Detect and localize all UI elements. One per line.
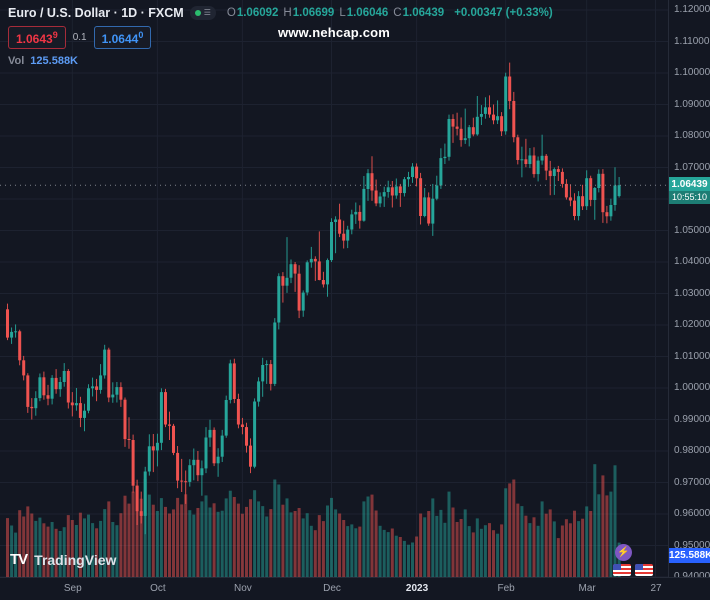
us-flag-icon[interactable] [635,564,653,576]
high-label: H [283,7,292,19]
market-open-dot-icon [194,10,201,16]
close-label: C [393,7,402,19]
symbol-row: Euro / U.S. Dollar · 1D · FXCM ☰ O 1.0609… [8,6,553,20]
volume-axis-badge: 125.588K [669,548,710,563]
tradingview-wordmark: TradingView [34,551,117,568]
high-value: 1.06699 [292,7,335,19]
open-value: 1.06092 [236,7,279,19]
volume-indicator-value: 125.588K [30,55,79,67]
lightning-icon[interactable]: ⚡ [615,544,632,561]
time-axis-label: 27 [650,583,662,594]
volume-bars [6,464,621,577]
symbol-title[interactable]: Euro / U.S. Dollar · 1D · FXCM [8,6,184,20]
close-value: 1.06439 [402,7,445,19]
sell-button[interactable]: 1.06439 [8,26,66,49]
price-axis-label: 1.03000 [674,287,710,299]
time-axis-label: Feb [497,583,515,594]
price-axis-label: 0.96000 [674,508,710,519]
spread-value: 0.1 [72,32,87,43]
time-axis-label: Nov [233,583,252,594]
price-axis-label: 1.01000 [674,350,710,362]
bid-price: 1.0643 [16,32,53,46]
bar-countdown: 10:55:10 [669,191,710,205]
price-axis-label: 1.10000 [674,67,710,78]
change-value: +0.00347 (+0.33%) [454,7,553,19]
bid-price-fraction: 9 [52,30,58,40]
bid-ask-row: 1.06439 0.1 1.06440 [8,26,553,49]
price-axis-label: 1.08000 [674,130,710,141]
price-axis-label: 1.07000 [674,161,710,173]
tradingview-logo[interactable]: TV TradingView [10,551,116,568]
open-label: O [226,7,236,19]
low-label: L [339,7,346,19]
tradingview-logo-icon: TV [10,551,28,568]
volume-indicator-label[interactable]: Vol [8,55,25,67]
price-axis-label: 0.95000 [674,539,710,551]
chart-legend: Euro / U.S. Dollar · 1D · FXCM ☰ O 1.0609… [8,6,553,67]
price-axis-label: 1.09000 [674,98,710,110]
price-axis-label: 1.11000 [674,35,710,47]
buy-button[interactable]: 1.06440 [93,26,152,49]
ask-price: 1.0644 [101,32,139,46]
price-axis-label: 1.05000 [674,224,710,236]
watermark: www.nehcap.com [277,25,391,40]
price-axis-label: 1.00000 [674,382,710,393]
time-axis-label: Sep [63,583,82,594]
volume-row: Vol 125.588K [8,55,553,67]
time-axis-label: Dec [323,583,341,594]
price-axis-label: 1.04000 [674,256,710,267]
time-axis-label: Mar [578,583,596,594]
price-axis-label: 0.94000 [674,571,710,582]
price-axis-label: 1.12000 [674,4,710,15]
market-status-pill[interactable]: ☰ [189,6,216,20]
time-axis-label: Oct [150,583,166,594]
last-price-badge: 1.06439 10:55:10 [669,177,710,205]
price-axis-label: 0.97000 [674,476,710,488]
us-flag-icon[interactable] [613,564,631,576]
time-axis[interactable]: Sep Oct Nov Dec 2023 Feb Mar 27 [0,577,710,600]
price-axis[interactable]: 1.12000 1.11000 1.10000 1.09000 1.08000 1.070… [668,0,710,582]
time-axis-label: 2023 [405,583,429,594]
legend-menu-icon: ☰ [203,8,211,17]
ask-price-fraction: 0 [138,30,144,40]
ohlc-values: O 1.06092 H 1.06699 L 1.06046 C 1.06439 [222,7,444,19]
price-axis-label: 0.99000 [674,413,710,425]
grid [0,0,668,577]
price-axis-label: 1.02000 [674,319,710,330]
candles [6,62,621,535]
last-price-value: 1.06439 [669,177,710,192]
low-value: 1.06046 [346,7,389,19]
candlestick-chart-canvas[interactable] [0,0,710,577]
price-axis-label: 0.98000 [674,445,710,456]
